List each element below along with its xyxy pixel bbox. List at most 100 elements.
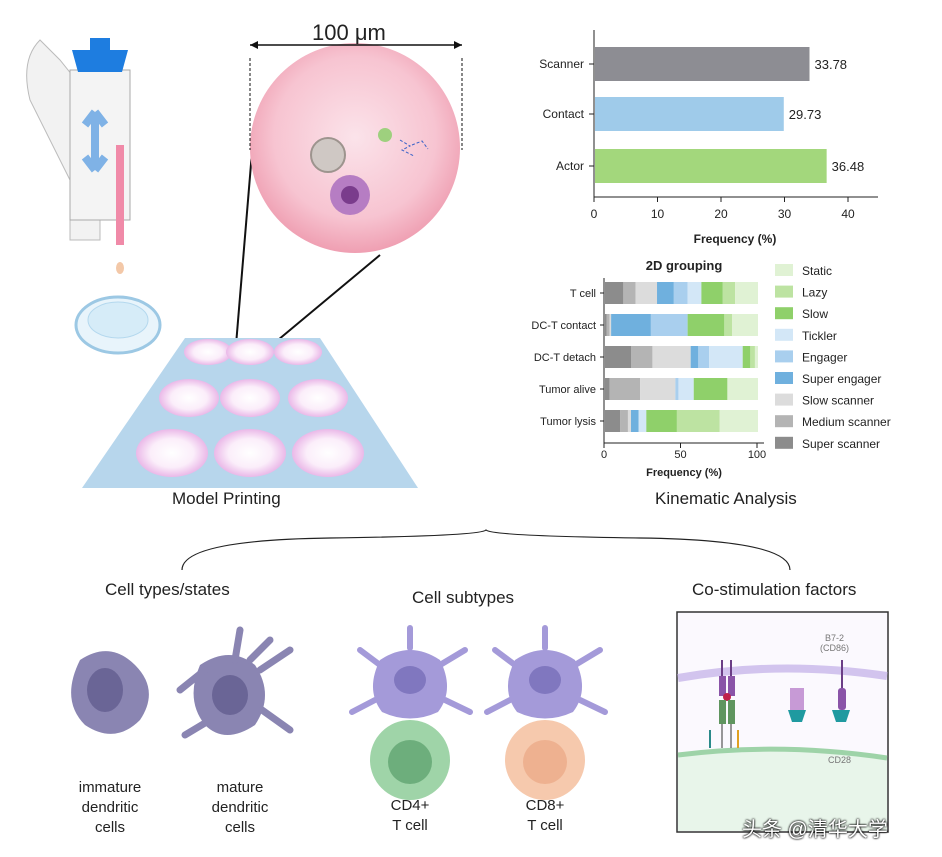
kinematic-analysis-label: Kinematic Analysis	[655, 489, 797, 508]
legend-swatch	[775, 372, 793, 384]
segment-medium-scanner	[609, 378, 641, 400]
costimulation-panel	[676, 611, 889, 833]
segment-slow-scanner	[640, 378, 676, 400]
magnified-hydrogel-sphere	[235, 41, 463, 351]
segment-lazy	[750, 346, 755, 368]
segment-static	[735, 282, 758, 304]
watermark: 头条 @清华大学	[742, 819, 888, 841]
cd28-label: CD28	[828, 755, 852, 765]
x-tick-label: 100	[748, 449, 766, 461]
x-axis-title: Frequency (%)	[646, 467, 722, 479]
merge-brace	[181, 529, 791, 571]
category-label: Scanner	[539, 57, 584, 71]
segment-slow	[693, 378, 728, 400]
chart-title: 2D grouping	[646, 258, 723, 273]
data-label: 29.73	[789, 107, 822, 122]
segment-lazy	[676, 410, 720, 432]
cell-types-title: Cell types/states	[105, 580, 230, 599]
x-tick-label: 30	[778, 207, 792, 221]
data-label: 36.48	[832, 159, 865, 174]
x-tick-label: 50	[674, 449, 686, 461]
category-label: DC-T contact	[531, 320, 596, 332]
segment-tickler	[687, 282, 702, 304]
segment-slow-scanner	[652, 346, 691, 368]
segment-super-scanner	[605, 346, 632, 368]
immature-dc-label: immature dendritic cells	[78, 779, 142, 836]
segment-super-scanner	[605, 282, 624, 304]
x-tick-label: 10	[651, 207, 665, 221]
legend-label: Slow scanner	[802, 394, 874, 408]
segment-static	[719, 410, 758, 432]
legend-swatch	[775, 328, 793, 341]
category-label: T cell	[570, 288, 596, 300]
category-label: Contact	[543, 107, 585, 121]
legend-label: Medium scanner	[802, 415, 891, 429]
legend-label: Super engager	[802, 372, 881, 386]
x-tick-label: 0	[591, 207, 598, 221]
cd4-tcell-illustration	[349, 625, 473, 800]
cell-subtypes-title: Cell subtypes	[412, 588, 515, 607]
segment-slow	[646, 410, 677, 432]
segment-slow-scanner	[609, 314, 612, 336]
segment-medium-scanner	[606, 314, 610, 336]
segment-medium-scanner	[620, 410, 628, 432]
bar-contact	[595, 97, 784, 131]
segment-medium-scanner	[631, 346, 653, 368]
legend-swatch	[775, 307, 793, 320]
segment-lazy	[724, 314, 732, 336]
scale-bar-label: 100 μm	[312, 20, 386, 45]
petri-dish-icon	[74, 295, 162, 355]
segment-engager	[673, 282, 688, 304]
cd8-label: CD8+ T cell	[525, 797, 565, 834]
bioprinter-icon	[26, 38, 131, 274]
legend-label: Tickler	[802, 329, 837, 343]
legend-swatch	[775, 264, 793, 276]
segment-slow	[742, 346, 751, 368]
category-label: Actor	[556, 159, 584, 173]
segment-super-scanner	[605, 410, 621, 432]
segment-engager	[650, 314, 688, 336]
x-axis-title: Frequency (%)	[694, 232, 777, 246]
segment-slow-scanner	[635, 282, 658, 304]
legend-swatch	[775, 285, 793, 298]
segment-super-scanner	[605, 378, 610, 400]
segment-super-engager	[657, 282, 674, 304]
segment-static	[754, 346, 758, 368]
legend-swatch	[775, 415, 793, 428]
segment-static	[731, 314, 758, 336]
segment-super-engager	[611, 314, 651, 336]
legend-label: Static	[802, 264, 832, 278]
segment-super-engager	[690, 346, 699, 368]
mature-dc-label: mature dendritic cells	[211, 779, 269, 836]
segment-super-engager	[631, 410, 639, 432]
segment-slow-scanner	[627, 410, 632, 432]
model-printing-label: Model Printing	[172, 489, 281, 508]
legend-label: Lazy	[802, 286, 827, 300]
cd8-tcell-illustration	[484, 625, 608, 800]
segment-super-scanner	[605, 314, 607, 336]
segment-lazy	[722, 282, 736, 304]
costim-title: Co-stimulation factors	[692, 580, 857, 599]
segment-engager	[698, 346, 710, 368]
data-label: 33.78	[815, 57, 848, 72]
x-tick-label: 20	[714, 207, 728, 221]
legend-label: Engager	[802, 350, 847, 364]
printed-array	[82, 338, 418, 488]
segment-medium-scanner	[623, 282, 636, 304]
legend-swatch	[775, 350, 793, 363]
segment-static	[727, 378, 758, 400]
legend-swatch	[775, 436, 793, 449]
b7-label: B7-2 (CD86)	[820, 633, 850, 653]
cd4-label: CD4+ T cell	[390, 797, 430, 834]
bar-scanner	[595, 47, 810, 81]
x-tick-label: 40	[841, 207, 855, 221]
immature-dc-illustration	[71, 651, 149, 734]
x-tick-label: 0	[601, 449, 607, 461]
segment-tickler	[678, 378, 694, 400]
bar-actor	[595, 149, 827, 183]
segment-slow	[701, 282, 723, 304]
category-label: DC-T detach	[534, 352, 596, 364]
